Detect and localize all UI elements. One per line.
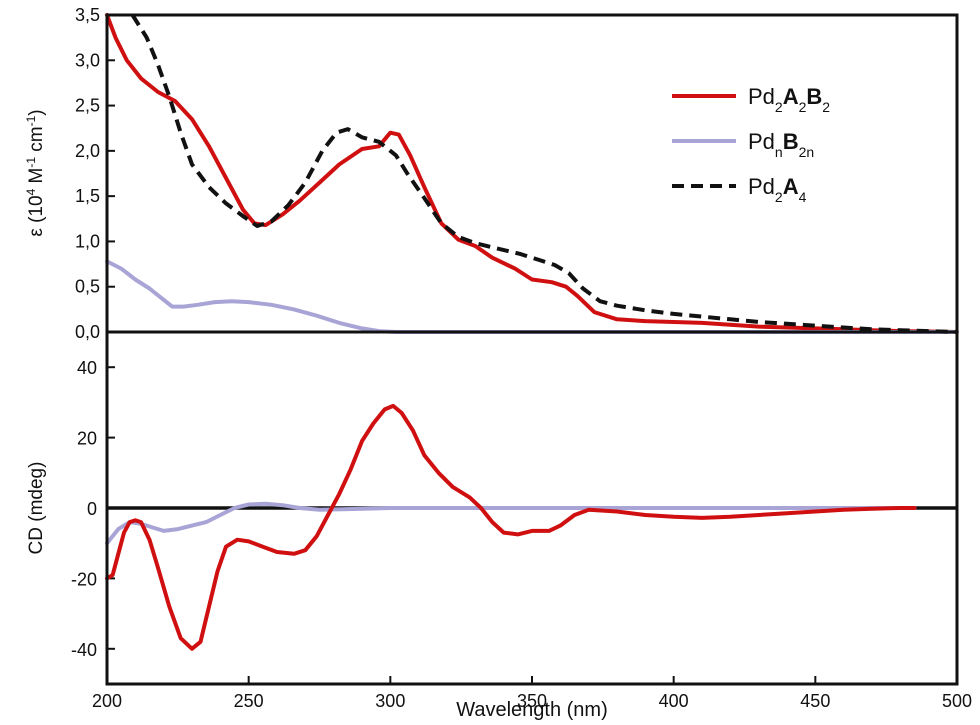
legend-label-part: 2: [799, 99, 807, 115]
absorbance-y-tick-label: 1,0: [75, 231, 100, 251]
absorbance-panel: 0,00,51,01,52,02,53,03,5 ε (104 M-1 cm-1…: [24, 5, 959, 342]
cd-y-tick-label: 40: [77, 358, 97, 378]
absorbance-series: [105, 13, 959, 334]
absorbance-line-Pd2A4: [130, 13, 958, 334]
cd-series: [105, 403, 917, 651]
x-tick-label: 200: [92, 691, 122, 711]
x-tick-label: 450: [800, 691, 830, 711]
absorbance-y-axis-label: ε (104 M-1 cm-1): [24, 109, 47, 236]
cd-y-tick-label: -20: [71, 569, 97, 589]
legend-label-part: 2n: [799, 144, 815, 160]
legend-label-part: 2: [775, 99, 783, 115]
absorbance-y-tick-label: 3,0: [75, 50, 100, 70]
cd-y-tick-label: 0: [87, 499, 97, 519]
legend-label-part: 2: [822, 99, 830, 115]
cd-y-axis-label: CD (mdeg): [26, 462, 47, 555]
absorbance-line-Pd2A2B2: [105, 13, 959, 334]
cd-line-PdnB2n: [105, 501, 917, 546]
absorbance-y-label-part: ): [26, 109, 47, 115]
absorbance-y-label-part: cm: [26, 126, 47, 157]
absorbance-y-label-part: -1: [24, 115, 38, 126]
cd-line-Pd2A2B2: [105, 403, 917, 651]
legend-label-part: A: [783, 174, 799, 199]
absorbance-y-label-part: M: [26, 168, 47, 189]
legend-label-Pd2A2B2: Pd2A2B2: [748, 84, 830, 115]
x-axis-label: Wavelength (nm): [456, 699, 608, 721]
legend-label-Pd2A4: Pd2A4: [748, 174, 807, 205]
cd-y-tick-label: -40: [71, 640, 97, 660]
legend-label-PdnB2n: PdnB2n: [748, 129, 814, 160]
absorbance-y-tick-label: 2,0: [75, 141, 100, 161]
legend-label-part: Pd: [748, 129, 775, 154]
absorbance-y-tick-label: 2,5: [75, 96, 100, 116]
absorbance-y-tick-label: 0,0: [75, 322, 100, 342]
absorbance-y-ticks: 0,0 0,5 1,0 1,5 2,0 2,5 3,0 3,5: [75, 5, 115, 342]
absorbance-y-label-part: 4: [24, 188, 38, 195]
legend-label-part: 2: [775, 189, 783, 205]
legend-label-part: B: [783, 129, 799, 154]
legend-label-part: 4: [799, 189, 807, 205]
legend-label-part: Pd: [748, 174, 775, 199]
legend-label-part: n: [775, 144, 783, 160]
x-tick-label: 250: [234, 691, 264, 711]
x-tick-label: 500: [942, 691, 972, 711]
x-tick-label: 350: [517, 691, 547, 711]
x-tick-label: 400: [659, 691, 689, 711]
cd-y-tick-label: 20: [77, 429, 97, 449]
legend-label-part: B: [806, 84, 822, 109]
x-tick-label: 300: [375, 691, 405, 711]
legend-label-part: A: [783, 84, 799, 109]
absorbance-y-tick-label: 0,5: [75, 277, 100, 297]
cd-frame: [105, 330, 959, 686]
absorbance-y-label-part: ε (10: [26, 195, 47, 236]
cd-panel: -40 -20 0 20 40 200 250 300 350 400 450 500 CD (mde…: [26, 330, 972, 721]
absorbance-y-label-part: -1: [24, 157, 38, 168]
absorbance-frame: [105, 13, 959, 334]
legend-label-part: Pd: [748, 84, 775, 109]
absorbance-y-tick-label: 3,5: [75, 5, 100, 25]
absorbance-line-PdnB2n: [105, 259, 959, 334]
absorbance-y-tick-label: 1,5: [75, 186, 100, 206]
